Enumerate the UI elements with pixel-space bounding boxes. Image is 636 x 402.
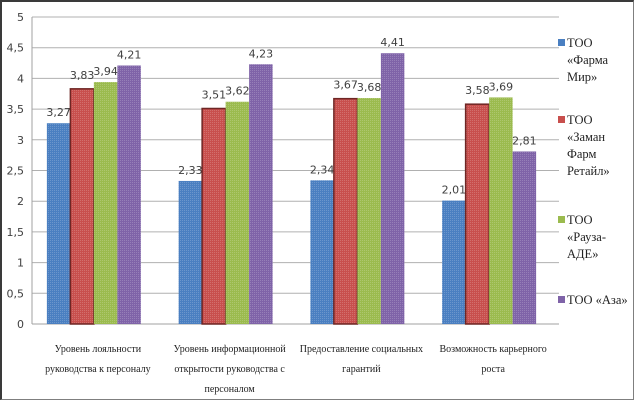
data-label: 3,62	[225, 85, 250, 98]
legend-label: Ретайл»	[567, 164, 610, 178]
bar	[93, 82, 118, 324]
legend-label: ТОО	[567, 113, 593, 127]
x-category-label-line: руководства к персоналу	[45, 364, 151, 375]
bar	[249, 64, 273, 324]
y-tick-label: 2	[17, 195, 24, 208]
bar	[178, 180, 203, 324]
x-category-label-line: персоналом	[204, 384, 255, 395]
legend-label: Фарм	[567, 147, 597, 161]
legend-line: ТОО «Аза»	[558, 292, 634, 309]
legend-line: Ретайл»	[558, 163, 634, 180]
bar	[201, 107, 227, 325]
legend-line: «Рауза-	[558, 229, 634, 246]
bar	[464, 103, 490, 325]
y-tick-label: 3,5	[7, 103, 25, 116]
x-category-label: Уровень лояльности руководства к персонал…	[33, 340, 163, 380]
data-label: 3,69	[489, 80, 514, 93]
bar	[380, 53, 405, 324]
data-label: 3,67	[333, 79, 358, 92]
legend-item: ТОО «Аза»	[558, 292, 634, 309]
legend-label: «Заман	[567, 130, 606, 144]
data-label: 2,81	[512, 134, 537, 147]
data-label: 2,33	[178, 164, 203, 177]
y-tick-label: 5	[17, 11, 24, 24]
data-label: 4,21	[117, 49, 142, 62]
bar	[225, 101, 250, 325]
bar	[46, 123, 71, 324]
legend-item: ТОО «Фарма Мир»	[558, 35, 634, 86]
legend-label: ТОО	[567, 213, 593, 227]
data-label: 3,83	[70, 69, 95, 82]
x-category-label-line: Возможность карьерного	[439, 344, 547, 355]
data-label: 3,58	[465, 84, 490, 97]
data-label: 3,27	[46, 106, 71, 119]
x-category-label-line: Уровень информационной	[173, 344, 286, 355]
legend-label: ТОО «Аза»	[567, 293, 628, 307]
legend-line: «Заман	[558, 129, 634, 146]
legend-line: ТОО	[558, 35, 634, 52]
data-label: 4,23	[249, 47, 274, 60]
bar	[512, 151, 537, 324]
legend-label: Мир»	[567, 70, 598, 84]
y-tick-label: 4	[17, 72, 24, 85]
x-category-label-line: Уровень лояльности	[54, 344, 142, 355]
legend-line: «Фарма	[558, 52, 634, 69]
bar	[442, 200, 466, 324]
x-category-label-line: Предоставление социальных	[299, 344, 423, 355]
y-tick-label: 3	[17, 134, 24, 147]
data-label: 3,68	[357, 81, 382, 94]
legend-label: ТОО	[567, 36, 593, 50]
data-label: 4,41	[380, 36, 405, 49]
data-label: 3,51	[202, 88, 227, 101]
bar	[333, 97, 359, 325]
data-label: 2,34	[310, 163, 335, 176]
x-category-label: Возможность карьерного роста	[428, 340, 558, 380]
y-tick-label: 0	[17, 318, 24, 331]
x-category-label: Предоставление социальных гарантий	[296, 340, 426, 380]
legend-swatch	[558, 216, 565, 223]
bar	[69, 88, 95, 325]
x-category-label-line: гарантий	[342, 364, 381, 375]
legend-item: ТОО «Рауза- АДЕ»	[558, 212, 634, 263]
x-category-label-line: роста	[481, 364, 505, 375]
legend-swatch	[558, 116, 565, 123]
bar	[310, 180, 334, 324]
bar	[357, 98, 381, 324]
legend-line: ТОО	[558, 212, 634, 229]
legend-line: Мир»	[558, 69, 634, 86]
data-label: 3,94	[93, 65, 118, 78]
legend-label: «Фарма	[567, 53, 609, 67]
legend-line: Фарм	[558, 146, 634, 163]
bar	[117, 65, 141, 325]
y-tick-label: 2,5	[7, 165, 25, 178]
legend-label: «Рауза-	[567, 230, 607, 244]
data-label: 2,01	[442, 184, 467, 197]
legend-item: ТОО «Заман Фарм Ретайл»	[558, 112, 634, 180]
x-category-label-line: открытости руководства с	[174, 364, 285, 375]
y-tick-label: 0,5	[7, 287, 25, 300]
y-tick-label: 1	[17, 257, 24, 270]
y-tick-label: 1,5	[7, 226, 25, 239]
legend-swatch	[558, 296, 565, 303]
bar	[489, 97, 513, 325]
y-tick-label: 4,5	[7, 42, 25, 55]
x-category-label: Уровень информационной открытости руковод…	[165, 340, 295, 400]
legend-swatch	[558, 39, 565, 46]
legend-label: АДЕ»	[567, 247, 599, 261]
legend-line: ТОО	[558, 112, 634, 129]
legend-line: АДЕ»	[558, 246, 634, 263]
